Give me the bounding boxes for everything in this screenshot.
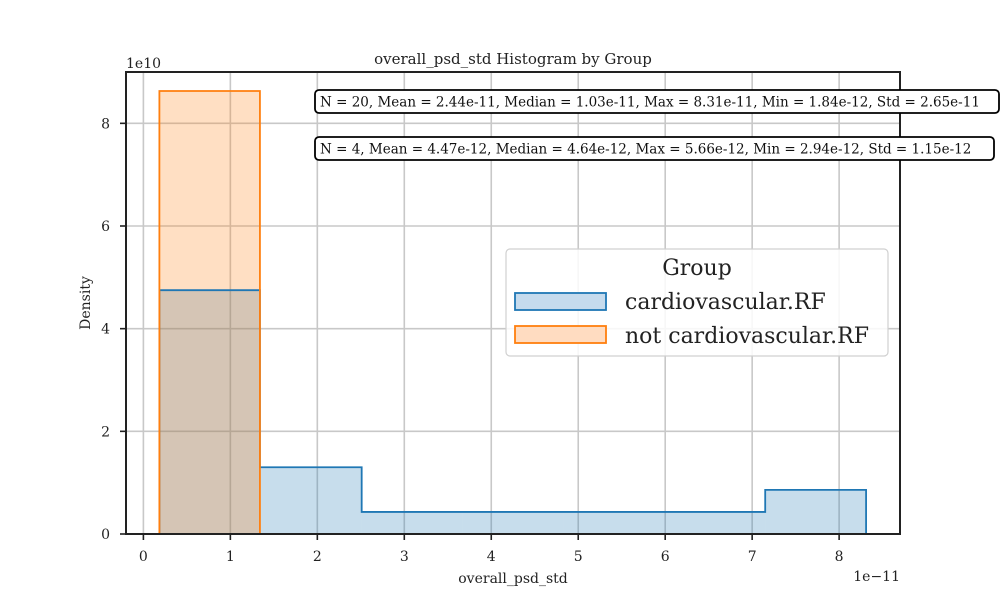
x-axis-ticks: 0 1 2 3 4 5 6 7 8: [139, 534, 844, 565]
stats-text-not-cardiovascular: N = 4, Mean = 4.47e-12, Median = 4.64e-1…: [320, 142, 971, 158]
histogram-bar: [159, 90, 260, 534]
legend-swatch-not-cardiovascular: [514, 325, 607, 344]
histogram-bar: [159, 290, 260, 534]
x-tick-label: 0: [139, 549, 148, 565]
y-tick-label: 4: [101, 322, 110, 338]
legend: Group cardiovascular.RF not cardiovascul…: [505, 248, 889, 357]
y-tick-label: 0: [101, 527, 110, 543]
y-offset-label: 1e10: [126, 56, 161, 72]
x-offset-label: 1e−11: [853, 569, 900, 585]
x-tick-label: 4: [487, 549, 496, 565]
x-axis-label: overall_psd_std: [458, 571, 568, 587]
legend-swatch-cardiovascular: [514, 292, 607, 311]
histogram-bar: [361, 511, 463, 534]
histogram-bar: [765, 489, 867, 534]
x-tick-label: 7: [748, 549, 757, 565]
histogram-bars: [158, 90, 867, 534]
x-tick-label: 6: [661, 549, 670, 565]
y-tick-label: 8: [101, 116, 110, 132]
stats-box-not-cardiovascular: N = 4, Mean = 4.47e-12, Median = 4.64e-1…: [314, 136, 995, 161]
histogram-bar: [259, 467, 362, 534]
stats-box-cardiovascular: N = 20, Mean = 2.44e-11, Median = 1.03e-…: [314, 89, 1000, 114]
y-tick-label: 2: [101, 424, 110, 440]
histogram-bar: [563, 511, 665, 534]
chart-title: overall_psd_std Histogram by Group: [374, 50, 652, 68]
x-tick-label: 8: [835, 549, 844, 565]
legend-title: Group: [662, 256, 732, 281]
legend-label-cardiovascular: cardiovascular.RF: [625, 290, 826, 315]
legend-label-not-cardiovascular: not cardiovascular.RF: [625, 324, 869, 349]
y-axis-label: Density: [78, 276, 94, 330]
x-tick-label: 5: [574, 549, 583, 565]
x-tick-label: 3: [400, 549, 409, 565]
y-axis-ticks: 0 2 4 6 8: [101, 116, 126, 543]
histogram-bar: [462, 511, 564, 534]
x-tick-label: 2: [313, 549, 322, 565]
y-tick-label: 6: [101, 219, 110, 235]
stats-text-cardiovascular: N = 20, Mean = 2.44e-11, Median = 1.03e-…: [320, 95, 980, 111]
histogram-bar: [664, 511, 766, 534]
plot-frame: [125, 71, 901, 535]
x-tick-label: 1: [226, 549, 235, 565]
histogram-outline: [158, 90, 261, 534]
